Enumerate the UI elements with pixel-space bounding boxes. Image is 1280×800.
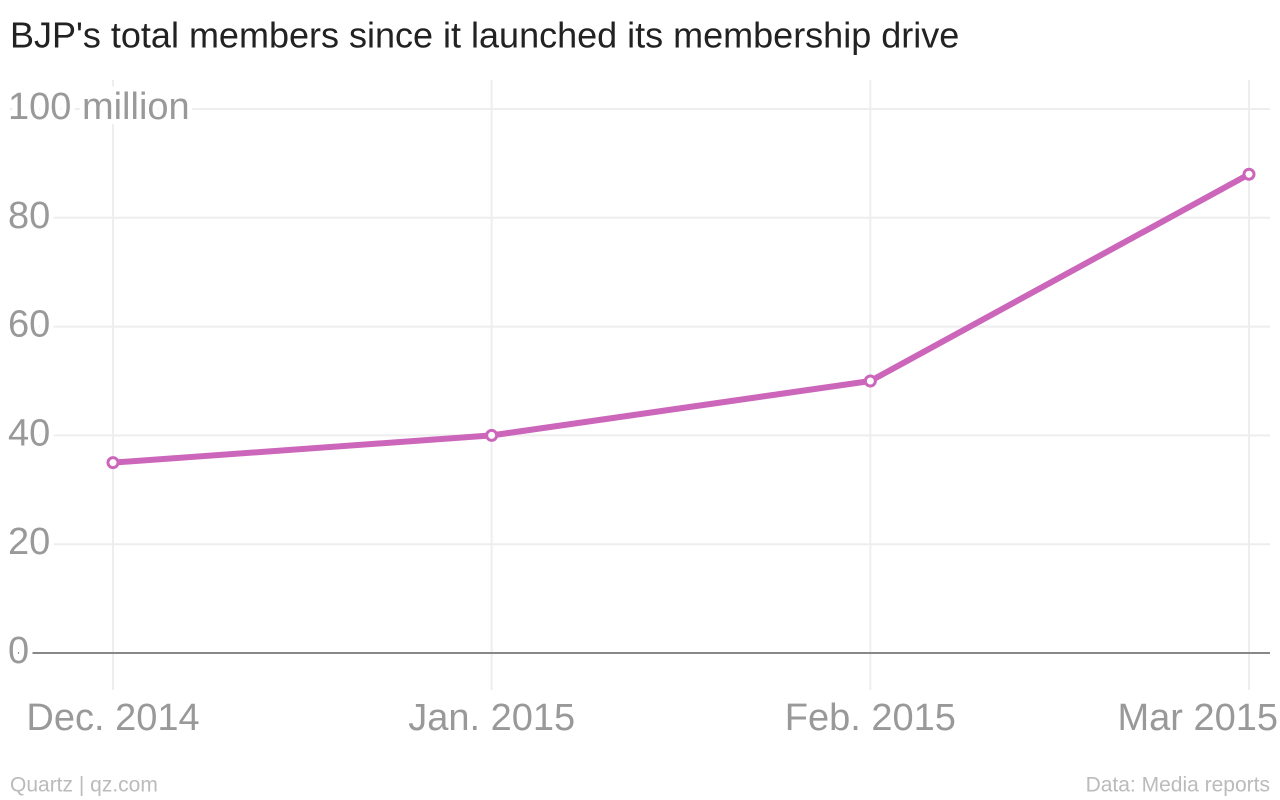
y-tick-label: 80 (8, 195, 50, 237)
x-tick-label: Feb. 2015 (785, 697, 956, 739)
y-tick-label: 100 million (8, 86, 190, 128)
x-tick-label: Dec. 2014 (26, 697, 199, 739)
source: Data: Media reports (1086, 774, 1270, 797)
credit: Quartz | qz.com (10, 774, 158, 797)
y-tick-label: 40 (8, 412, 50, 454)
point (485, 428, 499, 442)
x-tick-label: Jan. 2015 (408, 697, 575, 739)
point (106, 456, 120, 470)
x-tick-label: Mar 2015 (1117, 697, 1278, 739)
line (112, 171, 1251, 466)
chart-title: BJP's total members since it launched it… (10, 15, 959, 56)
point (863, 374, 877, 388)
y-tick-label: 0 (8, 630, 29, 672)
y-tick-label: 20 (8, 521, 50, 563)
point (1242, 167, 1256, 181)
y-tick-label: 60 (8, 304, 50, 346)
